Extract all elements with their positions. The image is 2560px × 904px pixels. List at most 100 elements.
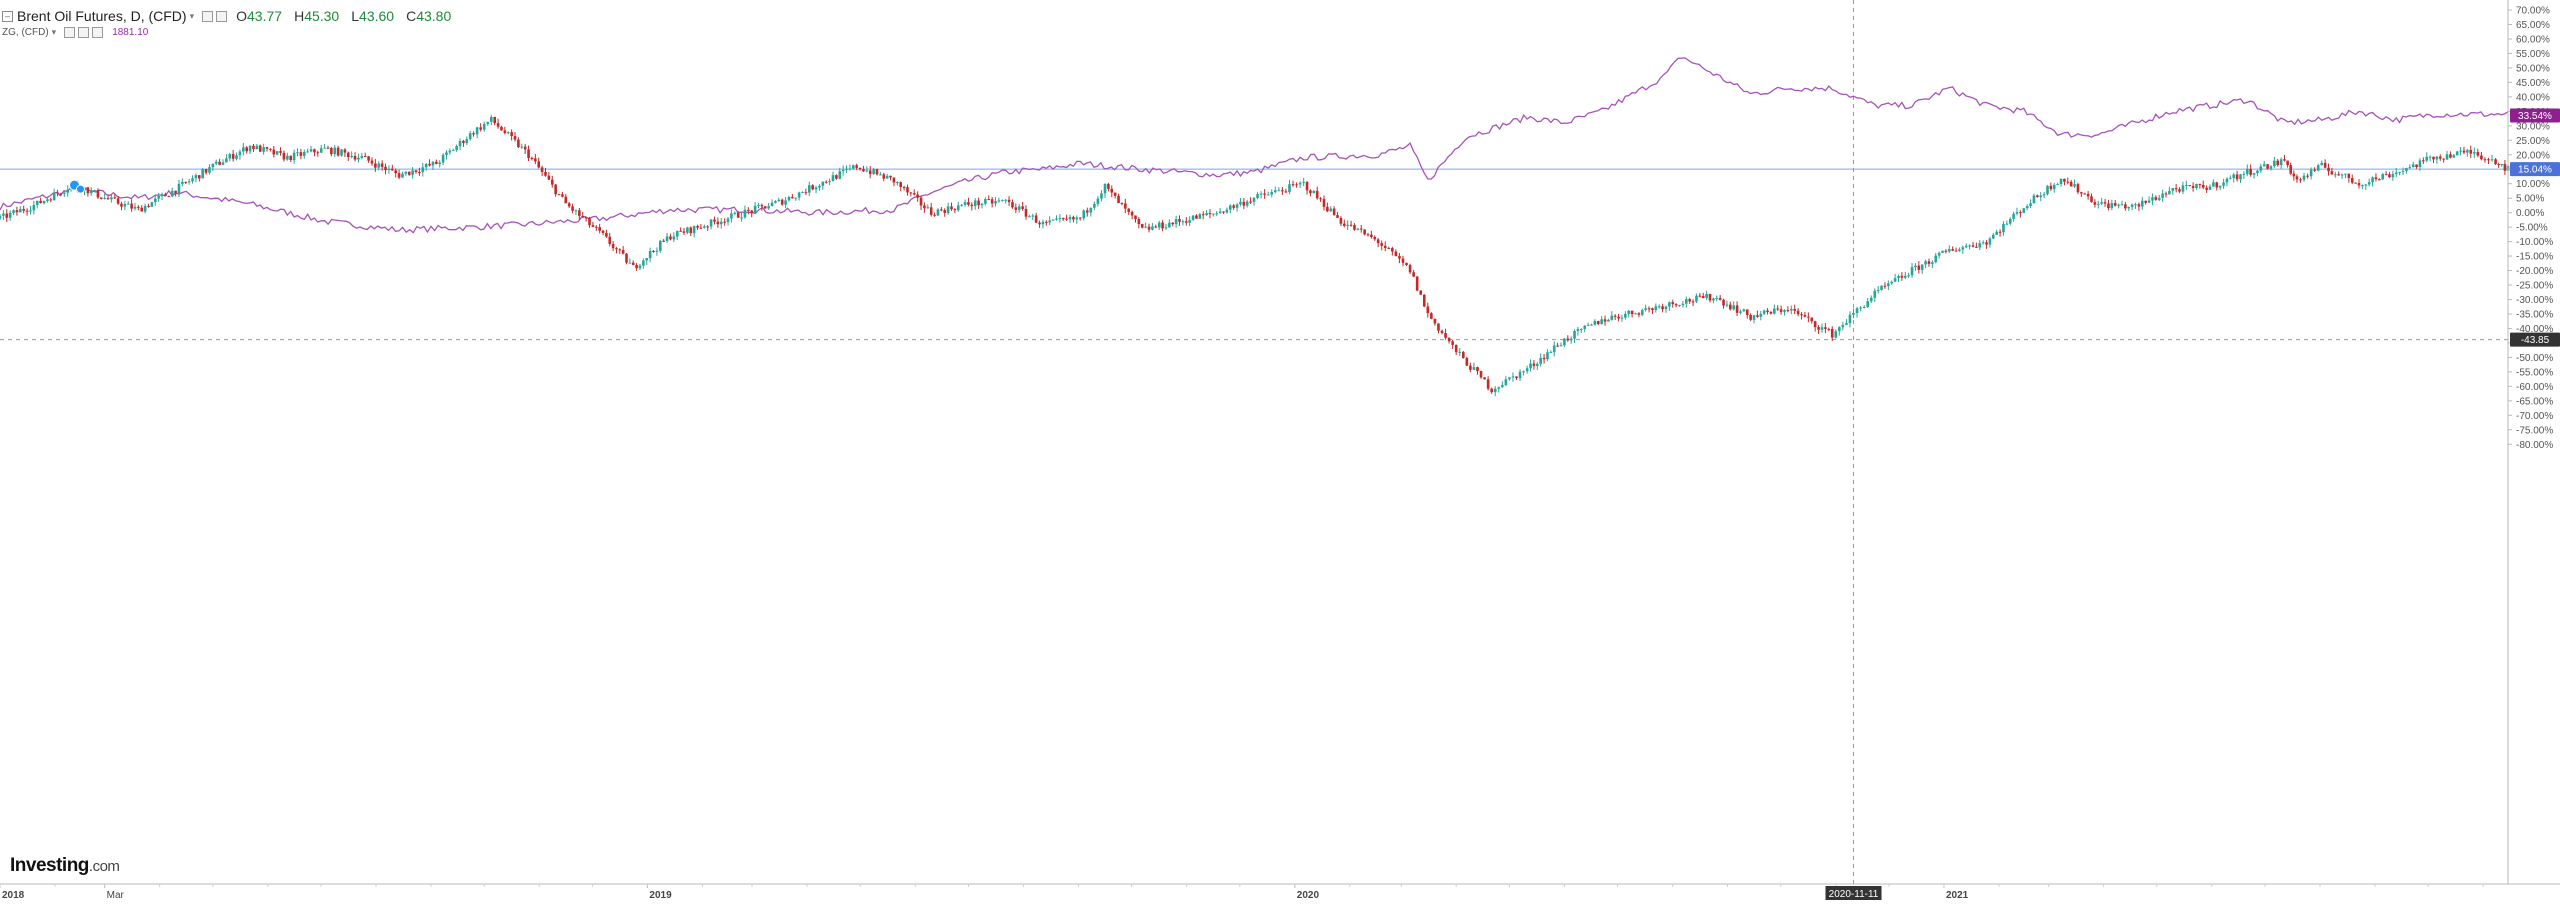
ohlc-close: C43.80 <box>406 8 452 24</box>
x-tick-label: 2020 <box>1297 890 1320 901</box>
candle-body <box>1011 202 1014 208</box>
candle-body <box>2110 203 2114 209</box>
y-tick-label: 50.00% <box>2516 63 2550 74</box>
candle-body <box>1322 198 1326 207</box>
chevron-down-icon[interactable]: ▾ <box>189 10 195 21</box>
candle-body <box>2249 168 2252 175</box>
candle-body <box>8 212 12 218</box>
candle-body <box>1144 226 1147 228</box>
candle-body <box>723 221 726 223</box>
candle-body <box>513 136 517 140</box>
candle-body <box>865 170 869 172</box>
candle-body <box>2384 174 2388 176</box>
candle-body <box>953 209 957 211</box>
candle-body <box>2198 184 2202 186</box>
time-scale-bottom[interactable]: 2018 Mar 2019 2020 2021 2020-11-11 <box>0 883 2560 901</box>
candle-body <box>414 170 418 172</box>
candle-body <box>835 175 838 179</box>
candle-body <box>1103 183 1107 194</box>
candle-body <box>1817 327 1820 330</box>
candle-body <box>777 199 781 202</box>
candle-body <box>493 116 496 124</box>
candle-body <box>330 147 333 155</box>
candle-body <box>1698 295 1702 297</box>
plot-area[interactable] <box>0 0 2510 884</box>
candle-body <box>1586 324 1590 326</box>
candle-body <box>1497 387 1501 389</box>
candle-body <box>1664 306 1668 310</box>
candle-body <box>889 175 892 178</box>
candle-body <box>1110 188 1114 193</box>
candle-body <box>2418 160 2422 168</box>
y-tick-label: -30.00% <box>2516 295 2553 306</box>
candle-body <box>879 174 882 176</box>
candle-body <box>113 197 117 199</box>
candle-body <box>855 165 858 168</box>
candle-body <box>1637 313 1641 315</box>
candle-body <box>2208 186 2212 190</box>
candle-body <box>12 210 15 213</box>
candle-body <box>662 240 665 242</box>
candle-body <box>669 236 672 240</box>
candle-body <box>468 133 472 140</box>
candle-body <box>2096 203 2100 205</box>
candle-body <box>1137 219 1141 225</box>
event-marker-icon[interactable] <box>75 184 85 194</box>
candle-body <box>520 146 524 148</box>
legend-brent: – Brent Oil Futures, D, (CFD) ▾ O43.77 H… <box>2 8 463 24</box>
candle-body <box>316 152 320 154</box>
y-tick-label: -75.00% <box>2516 425 2553 436</box>
hide-series-icon[interactable] <box>64 27 76 38</box>
price-scale-right[interactable]: 70.00% 65.00% 60.00% 55.00% 50.00% 45.00% 40.0… <box>2507 0 2560 884</box>
candle-body <box>1078 217 1082 219</box>
candle-body <box>858 167 862 170</box>
y-tick-label: -40.00% <box>2516 324 2553 335</box>
candle-body <box>1644 308 1647 311</box>
candle-body <box>120 203 123 207</box>
candle-body <box>1387 247 1391 249</box>
candle-body <box>882 174 886 179</box>
settings-icon[interactable] <box>216 10 228 22</box>
collapse-toggle-icon[interactable]: – <box>2 10 13 22</box>
candle-body <box>1454 344 1458 353</box>
candle-body <box>994 201 997 204</box>
close-icon[interactable] <box>92 27 104 38</box>
candle-body <box>103 198 106 200</box>
candle-body <box>486 121 490 124</box>
candle-body <box>2462 150 2466 153</box>
candle-body <box>588 217 591 226</box>
candle-body <box>923 205 926 209</box>
brent-last-badge-label: 15.04% <box>2518 165 2552 176</box>
hide-series-icon[interactable] <box>202 10 214 22</box>
y-tick-label: -15.00% <box>2516 252 2553 263</box>
candle-body <box>517 139 520 148</box>
candle-body <box>1968 245 1971 247</box>
candle-body <box>2276 160 2280 166</box>
candle-body <box>2008 218 2012 224</box>
candle-body <box>1576 329 1580 332</box>
candle-body <box>1222 211 1225 213</box>
candle-body <box>340 149 343 156</box>
candle-body <box>2080 192 2083 194</box>
candle-body <box>496 123 500 127</box>
candle-body <box>177 183 181 194</box>
candle-body <box>140 207 144 212</box>
candle-body <box>1834 331 1838 338</box>
candle-body <box>933 214 936 216</box>
x-tick-label: Mar <box>107 890 125 901</box>
settings-icon[interactable] <box>78 27 90 38</box>
candle-body <box>2428 156 2432 158</box>
candle-body <box>2015 212 2019 214</box>
candle-body <box>807 185 811 193</box>
symbol-name-gold[interactable]: ZG, (CFD) <box>2 27 49 38</box>
candle-body <box>1021 206 1024 209</box>
candle-body <box>2445 154 2449 160</box>
chevron-down-icon[interactable]: ▾ <box>51 27 57 37</box>
candle-body <box>407 171 411 175</box>
symbol-name-brent[interactable]: Brent Oil Futures, D, (CFD) <box>17 8 187 24</box>
candle-body <box>1100 193 1103 199</box>
candle-body <box>1688 299 1691 302</box>
candle-body <box>1401 258 1405 263</box>
candle-body <box>1518 371 1522 379</box>
